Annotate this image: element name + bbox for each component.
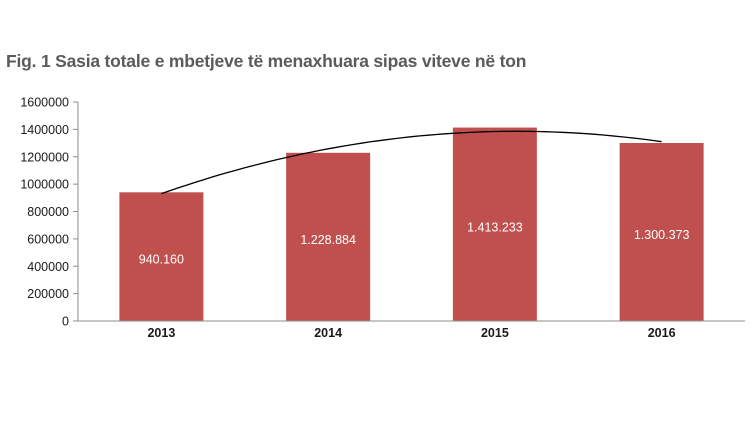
y-tick-label: 1000000: [20, 178, 69, 192]
x-tick-label-2014: 2014: [314, 326, 342, 340]
chart-title: Fig. 1 Sasia totale e mbetjeve të menaxh…: [6, 51, 527, 71]
y-tick-label: 1200000: [20, 150, 69, 164]
y-tick-label: 200000: [27, 287, 69, 301]
y-axis: 0 200000 400000 600000 800000 1000000 1200000 1…: [20, 96, 79, 329]
y-tick-label: 800000: [27, 205, 69, 219]
data-label-2014: 1.228.884: [300, 233, 356, 247]
bar-2014: [286, 152, 371, 321]
x-axis: 2013 2014 2015 2016: [78, 320, 745, 340]
x-tick-label-2015: 2015: [481, 326, 509, 340]
trendline: [161, 130, 662, 195]
y-tick-label: 400000: [27, 260, 69, 274]
y-tick-label: 1600000: [20, 96, 69, 110]
bar-2015: [452, 127, 537, 321]
bars: 940.160 1.228.884 1.413.233 1.300.373: [119, 127, 704, 321]
data-label-2015: 1.413.233: [467, 220, 523, 234]
y-tick-label: 600000: [27, 232, 69, 246]
data-label-2016: 1.300.373: [634, 228, 690, 242]
y-tick-label: 1400000: [20, 123, 69, 137]
trendline-curve: [161, 130, 662, 195]
x-tick-label-2016: 2016: [648, 326, 676, 340]
x-tick-label-2013: 2013: [147, 326, 175, 340]
bar-2013: [119, 192, 204, 321]
bar-2016: [619, 143, 704, 321]
data-label-2013: 940.160: [139, 253, 184, 267]
y-tick-label: 0: [62, 315, 69, 329]
